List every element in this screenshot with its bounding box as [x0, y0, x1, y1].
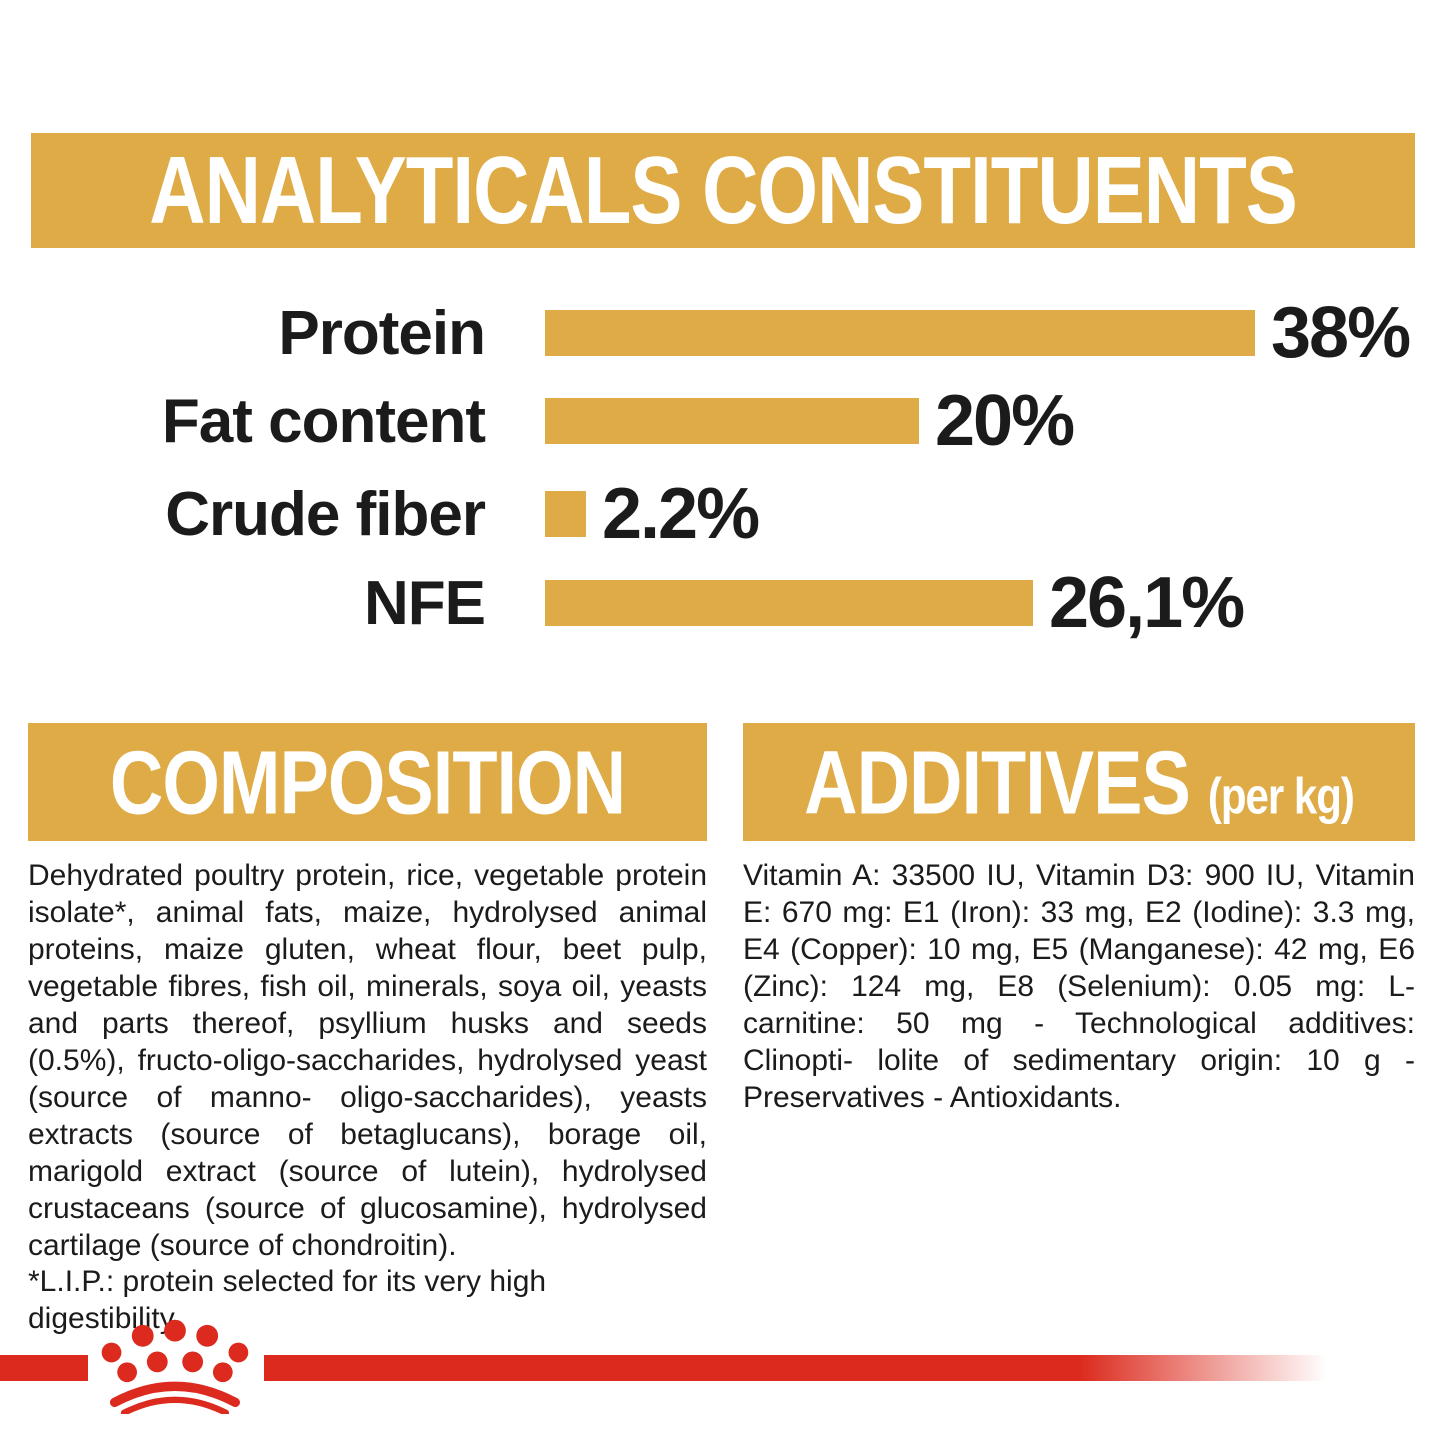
bar-crude-fiber — [545, 491, 586, 537]
composition-heading: COMPOSITION — [109, 731, 626, 833]
red-band-right-gradient — [264, 1355, 1338, 1381]
red-band-left — [0, 1355, 88, 1381]
chart-row-nfe: NFE 26,1% — [0, 563, 1445, 643]
bar-protein — [545, 310, 1255, 356]
bar-value-crude-fiber: 2.2% — [602, 474, 760, 554]
bar-label-crude-fiber: Crude fiber — [165, 479, 486, 549]
bar-label-protein: Protein — [278, 298, 486, 368]
bar-nfe — [545, 580, 1033, 626]
composition-banner: COMPOSITION — [28, 723, 707, 841]
additives-heading: ADDITIVES — [804, 731, 1191, 833]
analyticals-title: ANALYTICALS CONSTITUENTS — [149, 136, 1297, 244]
bar-fat-content — [545, 398, 919, 444]
bar-value-nfe: 26,1% — [1049, 563, 1245, 643]
additives-heading-suffix: (per kg) — [1207, 766, 1355, 825]
composition-text: Dehydrated poultry protein, rice, vegeta… — [28, 859, 707, 1262]
chart-row-protein: Protein 38% — [0, 293, 1445, 373]
additives-banner: ADDITIVES (per kg) — [743, 723, 1415, 841]
analyticals-banner: ANALYTICALS CONSTITUENTS — [31, 133, 1415, 248]
bar-value-protein: 38% — [1271, 293, 1411, 373]
composition-footnote: *L.I.P.: protein selected for its very h… — [28, 1265, 547, 1335]
chart-row-fat-content: Fat content 20% — [0, 381, 1445, 461]
bar-label-fat-content: Fat content — [161, 386, 486, 456]
bar-label-nfe: NFE — [364, 568, 486, 638]
royal-canin-crown-icon — [101, 1319, 249, 1414]
additives-text: Vitamin A: 33500 IU, Vitamin D3: 900 IU,… — [743, 859, 1415, 1114]
chart-row-crude-fiber: Crude fiber 2.2% — [0, 474, 1445, 554]
bar-value-fat-content: 20% — [935, 381, 1075, 461]
